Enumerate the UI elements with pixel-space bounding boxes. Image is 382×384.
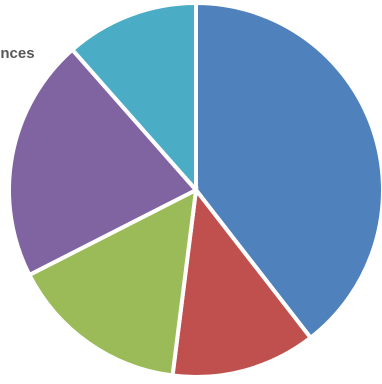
pie-slice-5 xyxy=(69,0,198,196)
pie-slice-4 xyxy=(7,46,200,278)
pie-slice-2 xyxy=(170,184,314,380)
slice-label-partial: ences xyxy=(0,45,35,62)
pie-slice-3 xyxy=(26,186,199,378)
pie-slices xyxy=(7,0,382,380)
pie-slice-1 xyxy=(194,0,382,341)
